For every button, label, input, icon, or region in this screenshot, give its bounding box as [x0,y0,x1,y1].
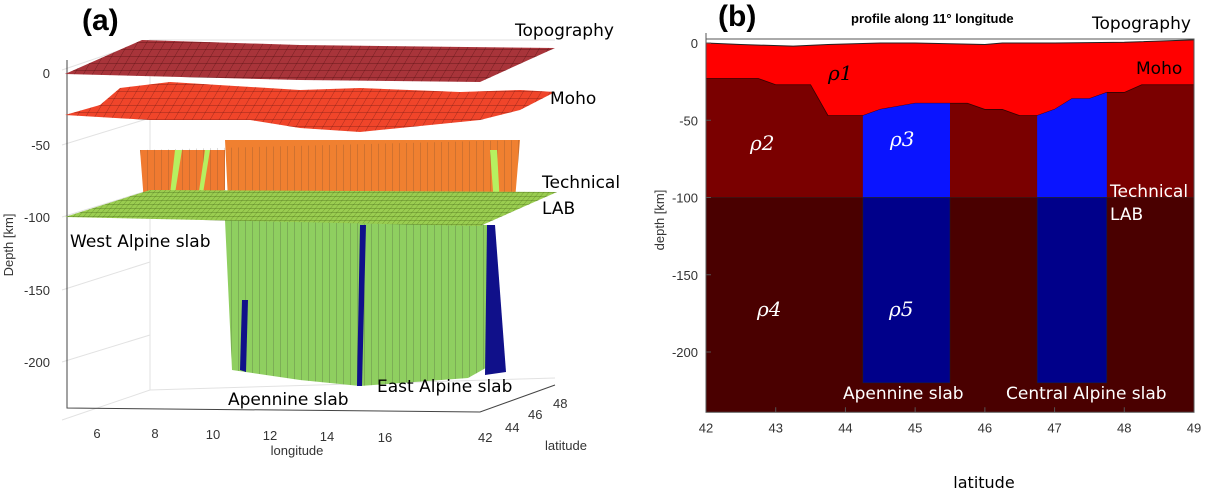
label-central-alpine-slab: Central Alpine slab [1006,384,1167,404]
tick-z: 0 [43,66,50,81]
slab-blue-strip [485,225,506,375]
x-tick-label: 44 [838,420,852,435]
tick-x: 14 [320,429,334,444]
tick-y: 44 [505,420,519,435]
label-topography: Topography [514,21,614,41]
slab-walls [225,220,506,386]
slab-upper-region [862,103,950,198]
label-moho: Moho [550,89,596,109]
label-west-alpine-slab: West Alpine slab [70,232,211,252]
rho-4: ρ4 [756,297,781,321]
slab-lower-region [1036,197,1108,384]
slab-upper-region [1037,92,1107,198]
crust-region [706,39,1194,116]
moho-line [706,78,1194,117]
label-east-alpine-slab: East Alpine slab [377,377,512,397]
label-apennine-slab: Apennine slab [228,390,349,410]
panel-b-label: (b) [718,0,756,33]
label-lab-1: Technical [541,173,620,193]
longitude-axis-ticks: 6 8 10 12 14 16 [93,426,392,445]
rho-5: ρ5 [888,297,913,321]
y-tick-label: -150 [672,268,698,283]
profile-ticks: 42 43 44 45 46 47 48 49 0 -50 -100 -150 -200 [672,33,1201,435]
label-lab-2: LAB [1110,205,1143,225]
label-apennine-slab: Apennine slab [843,384,964,404]
tick-x: 16 [378,430,392,445]
label-topography: Topography [1091,14,1191,34]
tick-x: 12 [263,428,277,443]
profile-plot [705,38,1195,413]
panel-a: (a) 0 -50 -100 -150 -200 Depth [km] 6 8 … [1,4,620,458]
tick-z: -150 [24,283,50,298]
tick-z: -100 [24,210,50,225]
rho-1: ρ1 [827,61,852,85]
y-tick-label: 0 [691,36,698,51]
topography-line [705,39,1195,47]
rho-3: ρ3 [889,127,914,151]
slab-blue-strip [240,300,248,372]
panel-a-label: (a) [82,4,119,37]
x-tick-label: 48 [1117,420,1131,435]
x-tick-label: 45 [908,420,922,435]
tick-y: 46 [528,407,542,422]
label-lab-2: LAB [542,199,575,219]
panel-a-axes [66,60,556,413]
x-tick-label: 49 [1187,420,1201,435]
depth-axis-ticks: 0 -50 -100 -150 -200 [24,66,50,370]
tick-y: 42 [478,430,492,445]
tick-z: -50 [31,138,50,153]
label-lab-1: Technical [1109,182,1188,202]
x-tick-label: 47 [1047,420,1061,435]
x-tick-label: 46 [978,420,992,435]
y-tick-label: -50 [679,113,698,128]
panel-b: (b) profile along 11° longitude 42 43 44 45… [652,0,1201,490]
tick-x: 10 [206,427,220,442]
depth-axis-label: Depth [km] [1,214,16,277]
y-tick-label: -200 [672,345,698,360]
label-moho: Moho [1136,59,1182,79]
rho-2: ρ2 [749,131,774,155]
x-tick-label: 42 [699,420,713,435]
longitude-axis-label: longitude [271,443,324,458]
tick-x: 6 [93,426,100,441]
slab-blue-strip [357,225,366,386]
tick-x: 8 [151,426,158,441]
panel-b-title: profile along 11° longitude [851,11,1014,26]
profile-y-label: depth [km] [652,190,667,251]
tick-y: 48 [553,396,567,411]
latitude-axis-ticks: 42 44 46 48 [478,396,567,445]
y-tick-label: -100 [672,191,698,206]
slab-lower-region [862,197,951,384]
x-tick-label: 43 [768,420,782,435]
latitude-axis-label: latitude [545,438,587,453]
profile-x-label: latitude [953,473,1014,490]
tick-z: -200 [24,355,50,370]
